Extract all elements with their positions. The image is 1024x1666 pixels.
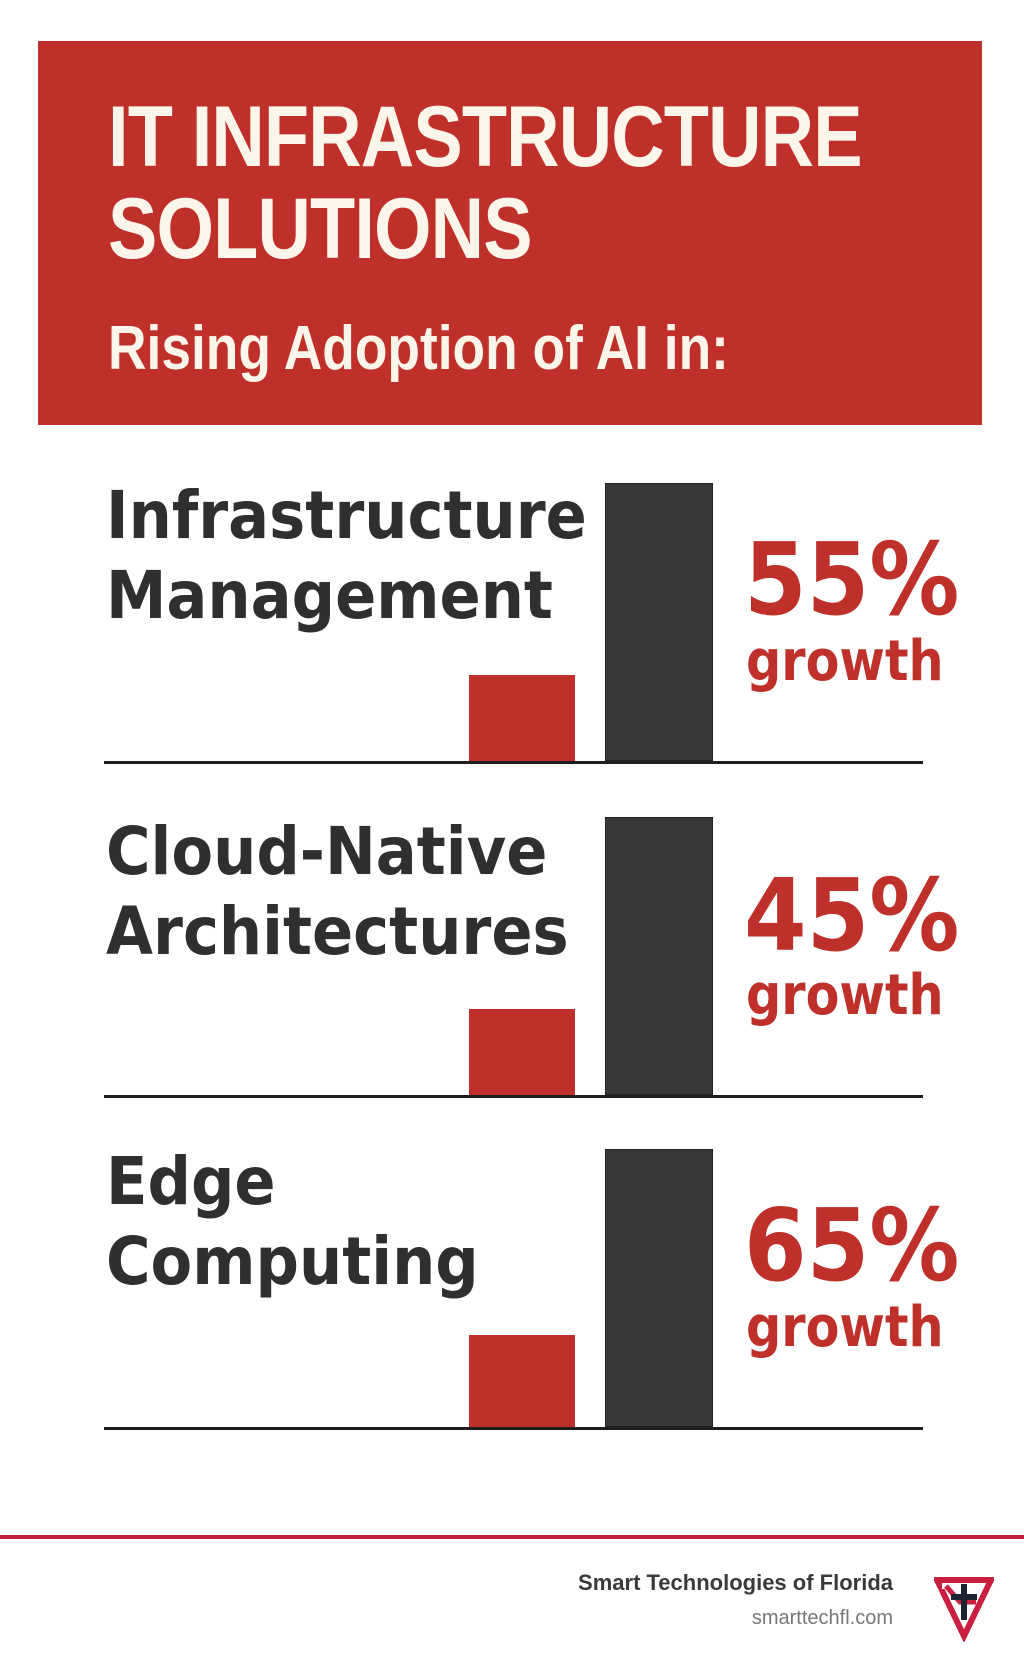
growth-word-label: growth (746, 629, 944, 694)
logo-cross-horizontal (951, 1594, 977, 1600)
baseline-axis (104, 1427, 923, 1430)
category-label-line-2: Management (106, 557, 553, 634)
category-label-line-1: Infrastructure (106, 477, 587, 554)
bar-before (469, 1009, 575, 1095)
bar-before (469, 675, 575, 761)
growth-word-label: growth (746, 1295, 944, 1360)
page-subtitle: Rising Adoption of AI in: (108, 314, 729, 383)
logo-s-stroke (944, 1584, 976, 1605)
logo-triangle (934, 1577, 994, 1642)
baseline-axis (104, 761, 923, 764)
growth-percent-label: 45% (744, 857, 960, 974)
growth-word-label: growth (746, 963, 944, 1028)
page-title: IT INFRASTRUCTURE SOLUTIONS (108, 89, 863, 277)
bar-after (605, 1149, 713, 1427)
category-label: Edge Computing (106, 1142, 479, 1302)
bar-before (469, 1335, 575, 1427)
growth-percent-label: 55% (744, 521, 960, 638)
logo-gap (942, 1583, 962, 1589)
growth-percent-label: 65% (744, 1187, 960, 1304)
footer-divider (0, 1535, 1024, 1539)
bar-after (605, 483, 713, 761)
category-label-line-2: Architectures (106, 893, 569, 970)
category-label: Infrastructure Management (106, 476, 587, 636)
title-line-2: SOLUTIONS (108, 181, 533, 277)
company-website[interactable]: smarttechfl.com (751, 1607, 893, 1629)
category-label-line-1: Edge (106, 1143, 276, 1220)
header-banner: IT INFRASTRUCTURE SOLUTIONS Rising Adopt… (38, 41, 982, 425)
title-line-1: IT INFRASTRUCTURE (108, 89, 863, 185)
smart-tech-logo-icon (934, 1577, 994, 1642)
category-label-line-1: Cloud-Native (106, 813, 548, 890)
category-label-line-2: Computing (106, 1223, 479, 1300)
bar-after (605, 817, 713, 1095)
company-name: Smart Technologies of Florida (578, 1570, 893, 1595)
logo-cross-vertical (961, 1584, 967, 1620)
baseline-axis (104, 1095, 923, 1098)
category-label: Cloud-Native Architectures (106, 812, 569, 972)
